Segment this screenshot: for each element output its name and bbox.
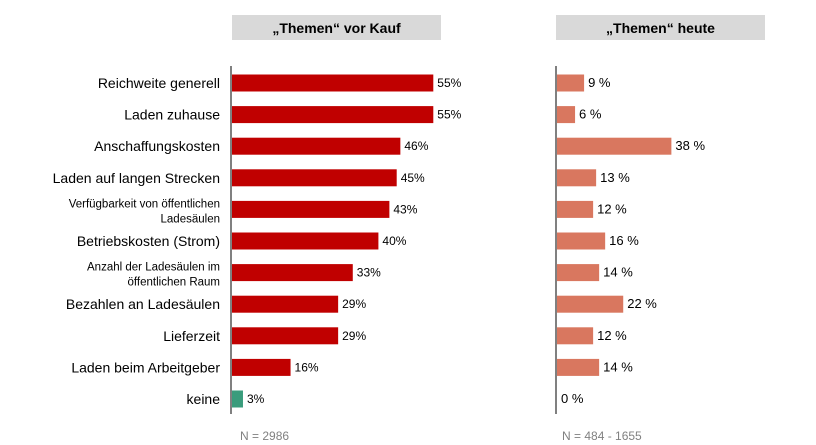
category-label: Laden zuhause <box>124 107 220 123</box>
right-bar <box>557 137 672 155</box>
right-bar <box>557 106 576 124</box>
right-footnote: N = 484 - 1655 <box>562 429 642 443</box>
right-bar <box>557 232 606 250</box>
category-label: Bezahlen an Ladesäulen <box>66 296 220 312</box>
left-value-label: 29% <box>342 329 366 343</box>
right-value-label: 38 % <box>675 138 705 153</box>
category-label: Anschaffungskosten <box>94 138 220 154</box>
right-value-label: 0 % <box>561 391 584 406</box>
category-label: Anzahl der Ladesäulen im öffentlichen Rau… <box>87 262 220 289</box>
left-bar <box>232 169 397 187</box>
category-label: Laden beim Arbeitgeber <box>71 359 220 375</box>
left-value-label: 45% <box>401 171 425 185</box>
left-value-label: 43% <box>393 202 417 216</box>
right-bar <box>557 295 624 313</box>
right-panel-title: „Themen“ heute <box>556 15 765 40</box>
left-value-label: 55% <box>437 108 461 122</box>
category-label-line: Laden beim Arbeitgeber <box>71 359 220 375</box>
left-value-label: 55% <box>437 76 461 90</box>
left-bar <box>232 390 243 408</box>
right-value-label: 14 % <box>603 265 633 280</box>
left-bar <box>232 264 353 282</box>
category-label-line: Verfügbarkeit von öffentlichen <box>69 198 220 210</box>
left-value-label: 33% <box>357 266 381 280</box>
right-value-label: 12 % <box>597 328 627 343</box>
right-value-label: 16 % <box>609 233 639 248</box>
left-bar <box>232 200 390 218</box>
left-bar <box>232 295 339 313</box>
left-value-label: 16% <box>295 360 319 374</box>
right-bar <box>557 169 597 187</box>
right-bar <box>557 200 594 218</box>
left-bar <box>232 232 379 250</box>
right-value-label: 6 % <box>579 107 602 122</box>
category-label-line: Anzahl der Ladesäulen im <box>87 262 220 274</box>
right-bar <box>557 327 594 345</box>
right-value-label: 12 % <box>597 201 627 216</box>
left-bar <box>232 327 339 345</box>
category-label: Lieferzeit <box>163 328 220 344</box>
left-panel-title: „Themen“ vor Kauf <box>232 15 441 40</box>
category-label-line: Betriebskosten (Strom) <box>77 233 220 249</box>
category-label-line: Laden auf langen Strecken <box>53 170 220 186</box>
right-value-label: 14 % <box>603 359 633 374</box>
category-label-line: Anschaffungskosten <box>94 138 220 154</box>
left-bar <box>232 358 291 376</box>
left-footnote: N = 2986 <box>240 429 289 443</box>
right-value-label: 9 % <box>588 75 611 90</box>
right-bar <box>557 74 585 92</box>
category-label-line: Laden zuhause <box>124 107 220 123</box>
category-label-line: keine <box>187 391 221 407</box>
category-label: Laden auf langen Strecken <box>53 170 220 186</box>
right-bar <box>557 264 600 282</box>
left-bar <box>232 74 434 92</box>
right-value-label: 13 % <box>600 170 630 185</box>
category-label: Betriebskosten (Strom) <box>77 233 220 249</box>
left-bar <box>232 137 401 155</box>
category-label: Verfügbarkeit von öffentlichen Ladesäulen <box>69 198 220 225</box>
left-value-label: 40% <box>382 234 406 248</box>
right-value-label: 22 % <box>627 296 657 311</box>
category-label-line: öffentlichen Raum <box>128 277 220 289</box>
category-label-line: Reichweite generell <box>98 75 220 91</box>
category-label: keine <box>187 391 221 407</box>
left-value-label: 3% <box>247 392 265 406</box>
right-bar <box>557 358 600 376</box>
left-value-label: 46% <box>404 139 428 153</box>
left-value-label: 29% <box>342 297 366 311</box>
category-label-line: Ladesäulen <box>161 213 220 225</box>
category-label-line: Lieferzeit <box>163 328 220 344</box>
category-label-line: Bezahlen an Ladesäulen <box>66 296 220 312</box>
category-label: Reichweite generell <box>98 75 220 91</box>
left-bar <box>232 106 434 124</box>
